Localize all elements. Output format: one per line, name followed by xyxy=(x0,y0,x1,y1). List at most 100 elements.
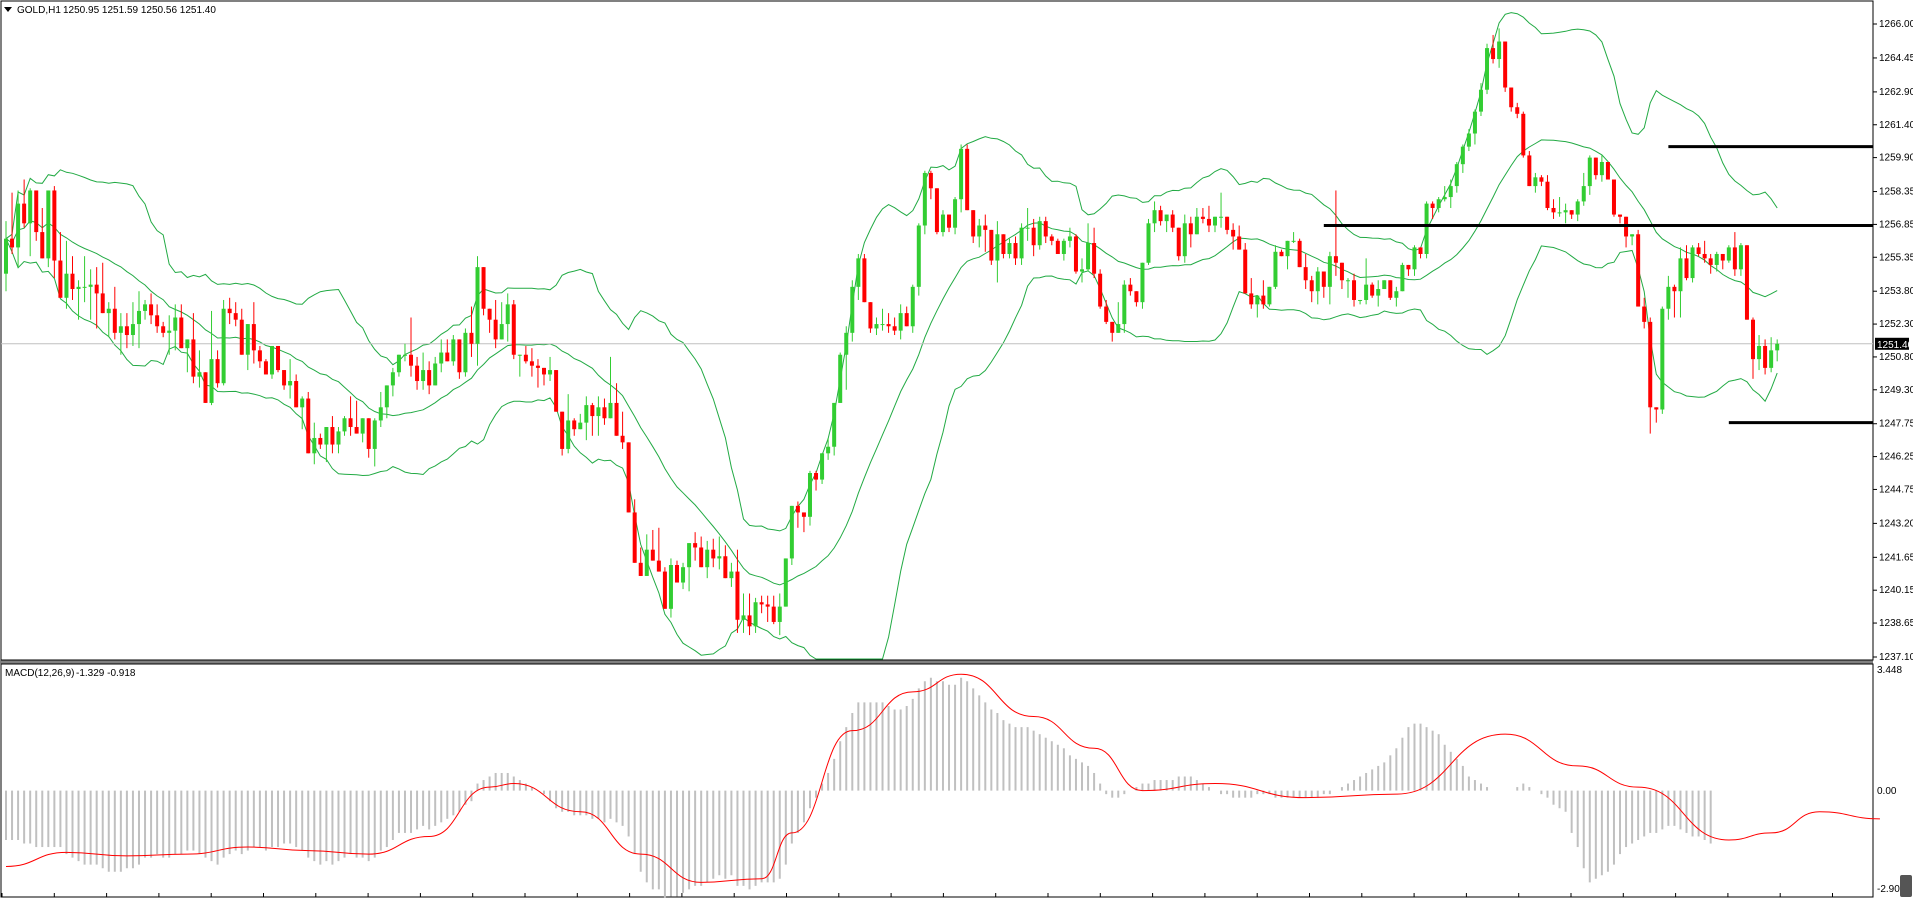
candle-body xyxy=(1581,186,1586,202)
candle xyxy=(1599,155,1604,182)
candle xyxy=(1333,190,1338,276)
candle-body xyxy=(1678,258,1683,292)
candle xyxy=(632,499,637,563)
horizontal-level-lines[interactable] xyxy=(1323,145,1873,425)
candle-body xyxy=(904,313,909,327)
candle xyxy=(934,188,939,235)
candle-body xyxy=(614,402,619,436)
candle xyxy=(910,284,915,333)
candle-body xyxy=(1315,271,1320,292)
macd-pane[interactable]: MACD(12,26,9) -1.329 -0.918 3.448 0.00 -… xyxy=(0,663,1912,898)
candle-body xyxy=(239,319,244,355)
candle xyxy=(759,595,764,614)
candle-body xyxy=(729,571,734,579)
candle-body xyxy=(868,302,873,329)
candle xyxy=(1587,155,1592,195)
candle xyxy=(149,293,154,325)
price-axis-label: 1266.00 xyxy=(1879,19,1913,30)
candle-body xyxy=(1720,253,1725,261)
price-pane[interactable]: GOLD,H1 1250.95 1251.59 1250.56 1251.40 … xyxy=(0,0,1913,663)
candle-body xyxy=(638,562,643,576)
candle-body xyxy=(1364,284,1369,300)
price-axis-label: 1261.40 xyxy=(1879,120,1913,131)
candle-body xyxy=(1122,284,1127,325)
candle-body xyxy=(1424,203,1429,254)
candle xyxy=(481,267,486,316)
price-axis-label: 1247.75 xyxy=(1879,419,1913,430)
scroll-corner-handle[interactable] xyxy=(1900,875,1912,897)
candle-body xyxy=(330,427,335,445)
candle xyxy=(1545,175,1550,211)
candle xyxy=(1533,172,1538,193)
candle-body xyxy=(251,324,256,351)
candle-body xyxy=(1666,286,1671,309)
candle-body xyxy=(1297,240,1302,268)
candle xyxy=(789,505,794,566)
candle xyxy=(953,197,958,235)
candle-body xyxy=(348,418,353,428)
candle xyxy=(1539,175,1544,187)
candle-body xyxy=(705,549,710,568)
candle-body xyxy=(717,556,722,559)
candle-body xyxy=(1563,210,1568,213)
candle-body xyxy=(439,352,444,364)
candle-body xyxy=(1533,177,1538,187)
candle-body xyxy=(1285,240,1290,257)
candle-body xyxy=(1249,293,1254,305)
ohlc-readout: 1250.95 1251.59 1250.56 1251.40 xyxy=(63,5,216,16)
candle-body xyxy=(789,505,794,559)
candle-body xyxy=(735,571,740,620)
candle xyxy=(439,339,444,373)
candle-body xyxy=(1509,87,1514,108)
triangle-down-icon[interactable] xyxy=(4,7,12,12)
candle xyxy=(838,352,843,403)
candle xyxy=(717,536,722,570)
candle-body xyxy=(820,453,825,480)
candle-body xyxy=(1757,345,1762,360)
candle-body xyxy=(650,549,655,561)
candle xyxy=(681,562,686,590)
candle-body xyxy=(1049,236,1054,241)
candle-body xyxy=(1660,308,1665,410)
candle-body xyxy=(469,332,474,344)
candle xyxy=(1080,258,1085,283)
candle-body xyxy=(64,273,69,298)
candle xyxy=(898,304,903,340)
candle xyxy=(554,370,559,412)
candle xyxy=(729,562,734,587)
candle xyxy=(668,558,673,618)
candle-body xyxy=(1412,247,1417,270)
candle xyxy=(34,190,39,241)
candle xyxy=(88,269,93,320)
candle-body xyxy=(801,512,806,517)
current-price-tag-text: 1251.40 xyxy=(1877,340,1913,351)
candle-body xyxy=(1527,155,1532,187)
candle xyxy=(517,354,522,377)
candle-body xyxy=(922,172,927,226)
candle-body xyxy=(1092,243,1097,274)
candle-body xyxy=(227,308,232,314)
candle xyxy=(1043,216,1048,244)
candle xyxy=(880,308,885,331)
candle xyxy=(457,339,462,379)
candle-body xyxy=(1194,216,1199,235)
candle xyxy=(777,593,782,636)
candle xyxy=(197,350,202,388)
candle xyxy=(1073,234,1078,274)
candle-body xyxy=(143,304,148,311)
candle xyxy=(548,356,553,382)
candle-body xyxy=(161,326,166,333)
candle-body xyxy=(1672,286,1677,292)
candle xyxy=(499,302,504,340)
candle xyxy=(1152,201,1157,233)
candle xyxy=(1345,278,1350,298)
candle-body xyxy=(118,326,123,333)
candle-body xyxy=(481,267,486,309)
candle xyxy=(409,317,414,377)
candle-body xyxy=(1219,216,1224,218)
candle xyxy=(602,398,607,425)
candle-body xyxy=(324,427,329,445)
candle xyxy=(1037,216,1042,250)
price-axis-label: 1262.90 xyxy=(1879,87,1913,98)
